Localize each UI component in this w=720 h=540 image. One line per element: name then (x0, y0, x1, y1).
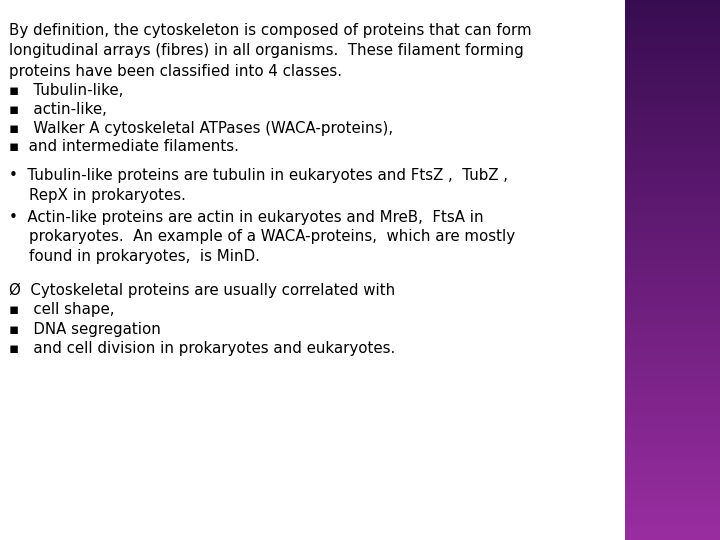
Text: By definition, the cytoskeleton is composed of proteins that can form: By definition, the cytoskeleton is compo… (9, 23, 532, 38)
Text: ▪   cell shape,: ▪ cell shape, (9, 302, 115, 318)
Text: •  Actin-like proteins are actin in eukaryotes and MreB,  FtsA in: • Actin-like proteins are actin in eukar… (9, 210, 484, 225)
Text: ▪   DNA segregation: ▪ DNA segregation (9, 322, 161, 337)
Text: ▪   Walker A cytoskeletal ATPases (WACA-proteins),: ▪ Walker A cytoskeletal ATPases (WACA-pr… (9, 121, 394, 136)
Text: ▪   Tubulin-like,: ▪ Tubulin-like, (9, 83, 124, 98)
Text: proteins have been classified into 4 classes.: proteins have been classified into 4 cla… (9, 64, 343, 79)
Text: •  Tubulin-like proteins are tubulin in eukaryotes and FtsZ ,  TubZ ,: • Tubulin-like proteins are tubulin in e… (9, 168, 508, 184)
Text: ▪   actin-like,: ▪ actin-like, (9, 102, 107, 117)
Text: Ø  Cytoskeletal proteins are usually correlated with: Ø Cytoskeletal proteins are usually corr… (9, 283, 395, 298)
Text: RepX in prokaryotes.: RepX in prokaryotes. (29, 188, 186, 203)
Text: prokaryotes.  An example of a WACA-proteins,  which are mostly: prokaryotes. An example of a WACA-protei… (29, 230, 515, 245)
Text: ▪   and cell division in prokaryotes and eukaryotes.: ▪ and cell division in prokaryotes and e… (9, 341, 395, 356)
Text: ▪  and intermediate filaments.: ▪ and intermediate filaments. (9, 139, 239, 154)
Text: longitudinal arrays (fibres) in all organisms.  These filament forming: longitudinal arrays (fibres) in all orga… (9, 43, 524, 58)
Text: found in prokaryotes,  is MinD.: found in prokaryotes, is MinD. (29, 249, 260, 265)
